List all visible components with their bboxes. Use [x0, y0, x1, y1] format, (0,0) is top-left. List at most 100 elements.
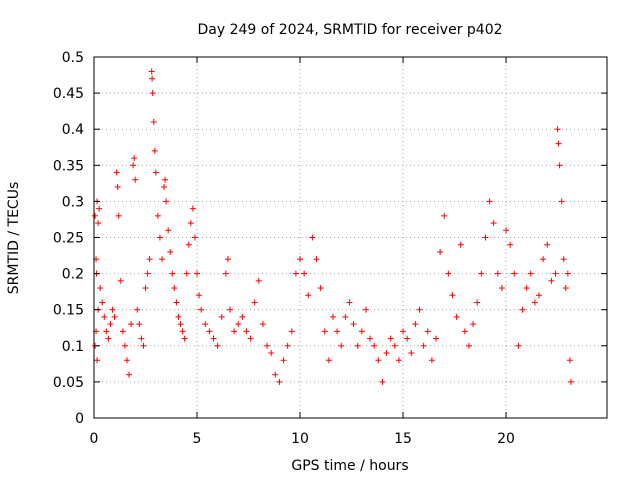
y-tick-label: 0.05	[53, 375, 84, 391]
data-point	[206, 328, 213, 335]
data-point	[247, 335, 254, 342]
data-point	[342, 313, 349, 320]
data-point	[117, 277, 124, 284]
data-point	[150, 118, 157, 125]
data-point	[562, 285, 569, 292]
data-point	[132, 176, 139, 183]
data-point	[264, 342, 271, 349]
data-point	[113, 169, 120, 176]
data-point	[527, 270, 534, 277]
data-point	[146, 256, 153, 263]
x-tick-label: 0	[90, 431, 99, 447]
data-point	[408, 350, 415, 357]
data-point	[158, 256, 165, 263]
data-point	[92, 212, 99, 219]
data-points	[92, 68, 574, 385]
data-point	[503, 227, 510, 234]
data-point	[461, 328, 468, 335]
data-point	[268, 350, 275, 357]
data-point	[259, 321, 266, 328]
data-point	[130, 162, 137, 169]
data-point	[284, 342, 291, 349]
data-point	[138, 335, 145, 342]
y-tick-label: 0.35	[53, 158, 84, 174]
data-point	[255, 277, 262, 284]
data-point	[194, 270, 201, 277]
data-point	[222, 270, 229, 277]
y-tick-label: 0	[75, 411, 84, 427]
data-point	[111, 313, 118, 320]
data-point	[309, 234, 316, 241]
data-point	[101, 313, 108, 320]
data-point	[224, 256, 231, 263]
data-point	[103, 328, 110, 335]
data-point	[325, 357, 332, 364]
y-tick-label: 0.1	[62, 339, 84, 355]
data-point	[115, 212, 122, 219]
data-point	[189, 205, 196, 212]
data-point	[179, 328, 186, 335]
data-point	[126, 371, 133, 378]
data-point	[272, 371, 279, 378]
y-tick-label: 0.5	[62, 50, 84, 66]
data-point	[478, 270, 485, 277]
y-axis-label: SRMTID / TECUs	[6, 182, 22, 295]
data-point	[142, 285, 149, 292]
data-point	[96, 205, 103, 212]
data-point	[226, 306, 233, 313]
data-point	[243, 328, 250, 335]
data-point	[181, 335, 188, 342]
data-point	[231, 328, 238, 335]
data-point	[239, 313, 246, 320]
x-axis-label: GPS time / hours	[291, 458, 408, 474]
data-point	[276, 378, 283, 385]
data-point	[511, 270, 518, 277]
data-point	[391, 342, 398, 349]
data-point	[350, 321, 357, 328]
data-point	[218, 313, 225, 320]
data-point	[498, 285, 505, 292]
data-point	[149, 90, 156, 97]
data-point	[169, 270, 176, 277]
data-point	[515, 342, 522, 349]
x-tick-label: 10	[291, 431, 309, 447]
data-point	[305, 292, 312, 299]
data-point	[152, 169, 159, 176]
data-point	[154, 212, 161, 219]
data-point	[367, 335, 374, 342]
data-point	[494, 270, 501, 277]
data-point	[457, 241, 464, 248]
data-point	[548, 277, 555, 284]
data-point	[292, 270, 299, 277]
data-point	[136, 321, 143, 328]
data-point	[177, 321, 184, 328]
data-point	[151, 147, 158, 154]
data-point	[420, 342, 427, 349]
data-point	[445, 270, 452, 277]
y-tick-label: 0.45	[53, 86, 84, 102]
data-point	[395, 357, 402, 364]
data-point	[156, 234, 163, 241]
data-point	[94, 357, 101, 364]
data-point	[183, 270, 190, 277]
data-point	[187, 220, 194, 227]
y-tick-label: 0.2	[62, 267, 84, 283]
data-point	[185, 241, 192, 248]
grid	[94, 57, 607, 418]
data-point	[297, 256, 304, 263]
data-point	[161, 183, 168, 190]
data-point	[123, 357, 130, 364]
ticks: 0 0.05 0.1 0.15 0.2 0.25 0.3 0.35 0.4 0.45 0.5 0 5 10…	[53, 50, 607, 447]
data-point	[173, 299, 180, 306]
data-point	[165, 227, 172, 234]
data-point	[251, 299, 258, 306]
chart-title: Day 249 of 2024, SRMTID for receiver p40…	[197, 22, 502, 38]
data-point	[449, 292, 456, 299]
data-point	[453, 313, 460, 320]
data-point	[149, 75, 156, 82]
data-point	[428, 357, 435, 364]
data-point	[387, 335, 394, 342]
data-point	[210, 335, 217, 342]
x-tick-label: 15	[394, 431, 412, 447]
data-point	[566, 357, 573, 364]
